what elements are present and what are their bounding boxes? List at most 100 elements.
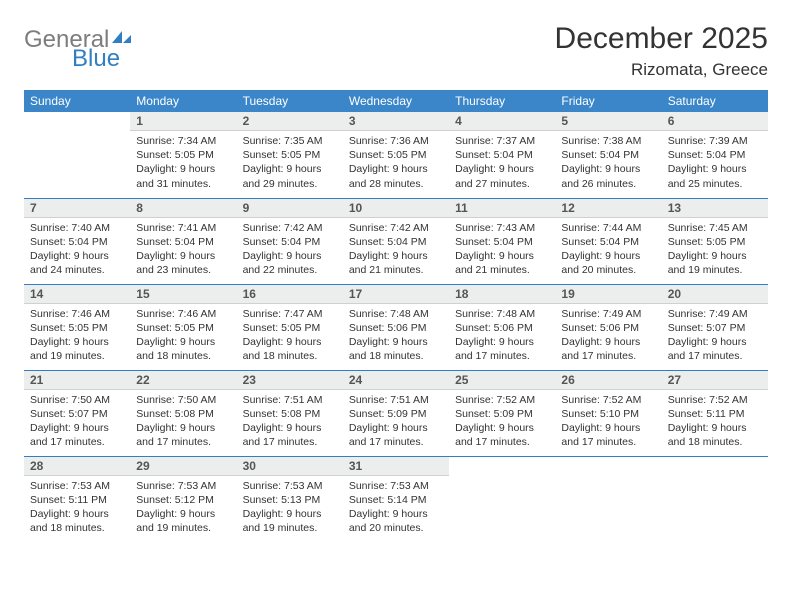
calendar-cell: 11Sunrise: 7:43 AMSunset: 5:04 PMDayligh…: [449, 198, 555, 284]
calendar-cell: 23Sunrise: 7:51 AMSunset: 5:08 PMDayligh…: [237, 370, 343, 456]
sunset-line: Sunset: 5:04 PM: [668, 148, 762, 162]
sunrise-line: Sunrise: 7:52 AM: [668, 393, 762, 407]
day-number: [555, 457, 661, 461]
weekday-row: SundayMondayTuesdayWednesdayThursdayFrid…: [24, 90, 768, 112]
daylight-line: Daylight: 9 hours and 17 minutes.: [349, 421, 443, 449]
day-details: Sunrise: 7:53 AMSunset: 5:11 PMDaylight:…: [24, 476, 130, 540]
calendar-cell: 17Sunrise: 7:48 AMSunset: 5:06 PMDayligh…: [343, 284, 449, 370]
calendar-cell: 7Sunrise: 7:40 AMSunset: 5:04 PMDaylight…: [24, 198, 130, 284]
sunset-line: Sunset: 5:05 PM: [136, 148, 230, 162]
day-number: 5: [555, 112, 661, 131]
calendar-cell: 28Sunrise: 7:53 AMSunset: 5:11 PMDayligh…: [24, 456, 130, 542]
sunset-line: Sunset: 5:08 PM: [136, 407, 230, 421]
day-number: 6: [662, 112, 768, 131]
day-number: 22: [130, 371, 236, 390]
daylight-line: Daylight: 9 hours and 20 minutes.: [561, 249, 655, 277]
daylight-line: Daylight: 9 hours and 25 minutes.: [668, 162, 762, 190]
sunrise-line: Sunrise: 7:50 AM: [30, 393, 124, 407]
calendar-week: 1Sunrise: 7:34 AMSunset: 5:05 PMDaylight…: [24, 112, 768, 198]
day-details: Sunrise: 7:35 AMSunset: 5:05 PMDaylight:…: [237, 131, 343, 195]
calendar-cell: 27Sunrise: 7:52 AMSunset: 5:11 PMDayligh…: [662, 370, 768, 456]
sunrise-line: Sunrise: 7:42 AM: [349, 221, 443, 235]
logo-part2: Blue: [72, 45, 120, 72]
sunset-line: Sunset: 5:08 PM: [243, 407, 337, 421]
day-number: 4: [449, 112, 555, 131]
day-number: 12: [555, 199, 661, 218]
sunrise-line: Sunrise: 7:48 AM: [455, 307, 549, 321]
weekday-header: Monday: [130, 90, 236, 112]
daylight-line: Daylight: 9 hours and 17 minutes.: [561, 335, 655, 363]
day-details: Sunrise: 7:50 AMSunset: 5:08 PMDaylight:…: [130, 390, 236, 454]
calendar-cell: 5Sunrise: 7:38 AMSunset: 5:04 PMDaylight…: [555, 112, 661, 198]
sunrise-line: Sunrise: 7:34 AM: [136, 134, 230, 148]
calendar-cell: 4Sunrise: 7:37 AMSunset: 5:04 PMDaylight…: [449, 112, 555, 198]
daylight-line: Daylight: 9 hours and 17 minutes.: [136, 421, 230, 449]
sunrise-line: Sunrise: 7:43 AM: [455, 221, 549, 235]
calendar-cell: 30Sunrise: 7:53 AMSunset: 5:13 PMDayligh…: [237, 456, 343, 542]
day-number: 28: [24, 457, 130, 476]
sunset-line: Sunset: 5:13 PM: [243, 493, 337, 507]
daylight-line: Daylight: 9 hours and 24 minutes.: [30, 249, 124, 277]
sunset-line: Sunset: 5:05 PM: [243, 148, 337, 162]
daylight-line: Daylight: 9 hours and 22 minutes.: [243, 249, 337, 277]
sunrise-line: Sunrise: 7:49 AM: [561, 307, 655, 321]
weekday-header: Friday: [555, 90, 661, 112]
day-details: Sunrise: 7:42 AMSunset: 5:04 PMDaylight:…: [237, 218, 343, 282]
sunrise-line: Sunrise: 7:51 AM: [243, 393, 337, 407]
day-number: 9: [237, 199, 343, 218]
day-details: Sunrise: 7:53 AMSunset: 5:14 PMDaylight:…: [343, 476, 449, 540]
logo: General Blue: [24, 22, 133, 76]
sunrise-line: Sunrise: 7:53 AM: [349, 479, 443, 493]
day-details: Sunrise: 7:42 AMSunset: 5:04 PMDaylight:…: [343, 218, 449, 282]
sunset-line: Sunset: 5:04 PM: [349, 235, 443, 249]
day-number: 7: [24, 199, 130, 218]
day-number: 31: [343, 457, 449, 476]
calendar-cell: 12Sunrise: 7:44 AMSunset: 5:04 PMDayligh…: [555, 198, 661, 284]
calendar-cell: 19Sunrise: 7:49 AMSunset: 5:06 PMDayligh…: [555, 284, 661, 370]
day-number: 27: [662, 371, 768, 390]
sunset-line: Sunset: 5:04 PM: [455, 235, 549, 249]
sunset-line: Sunset: 5:12 PM: [136, 493, 230, 507]
day-number: 10: [343, 199, 449, 218]
daylight-line: Daylight: 9 hours and 19 minutes.: [243, 507, 337, 535]
daylight-line: Daylight: 9 hours and 19 minutes.: [668, 249, 762, 277]
calendar-week: 28Sunrise: 7:53 AMSunset: 5:11 PMDayligh…: [24, 456, 768, 542]
calendar-week: 7Sunrise: 7:40 AMSunset: 5:04 PMDaylight…: [24, 198, 768, 284]
weekday-header: Wednesday: [343, 90, 449, 112]
day-details: Sunrise: 7:38 AMSunset: 5:04 PMDaylight:…: [555, 131, 661, 195]
weekday-header: Tuesday: [237, 90, 343, 112]
calendar-cell: [662, 456, 768, 542]
month-title: December 2025: [555, 22, 768, 56]
calendar-cell: [555, 456, 661, 542]
calendar-cell: 13Sunrise: 7:45 AMSunset: 5:05 PMDayligh…: [662, 198, 768, 284]
day-number: 8: [130, 199, 236, 218]
sunrise-line: Sunrise: 7:39 AM: [668, 134, 762, 148]
day-number: 26: [555, 371, 661, 390]
calendar-cell: [24, 112, 130, 198]
daylight-line: Daylight: 9 hours and 21 minutes.: [455, 249, 549, 277]
day-details: Sunrise: 7:46 AMSunset: 5:05 PMDaylight:…: [24, 304, 130, 368]
day-number: 19: [555, 285, 661, 304]
calendar-cell: 15Sunrise: 7:46 AMSunset: 5:05 PMDayligh…: [130, 284, 236, 370]
sunrise-line: Sunrise: 7:36 AM: [349, 134, 443, 148]
calendar-cell: 8Sunrise: 7:41 AMSunset: 5:04 PMDaylight…: [130, 198, 236, 284]
calendar-page: General Blue December 2025 Rizomata, Gre…: [0, 0, 792, 554]
day-details: Sunrise: 7:47 AMSunset: 5:05 PMDaylight:…: [237, 304, 343, 368]
daylight-line: Daylight: 9 hours and 18 minutes.: [349, 335, 443, 363]
day-number: [449, 457, 555, 461]
day-number: 2: [237, 112, 343, 131]
sunset-line: Sunset: 5:09 PM: [349, 407, 443, 421]
sunset-line: Sunset: 5:05 PM: [30, 321, 124, 335]
logo-text: General Blue: [24, 28, 133, 76]
day-details: Sunrise: 7:48 AMSunset: 5:06 PMDaylight:…: [343, 304, 449, 368]
location: Rizomata, Greece: [555, 60, 768, 80]
daylight-line: Daylight: 9 hours and 18 minutes.: [30, 507, 124, 535]
daylight-line: Daylight: 9 hours and 31 minutes.: [136, 162, 230, 190]
calendar-table: SundayMondayTuesdayWednesdayThursdayFrid…: [24, 90, 768, 542]
sunrise-line: Sunrise: 7:46 AM: [30, 307, 124, 321]
daylight-line: Daylight: 9 hours and 23 minutes.: [136, 249, 230, 277]
day-details: Sunrise: 7:46 AMSunset: 5:05 PMDaylight:…: [130, 304, 236, 368]
calendar-cell: 16Sunrise: 7:47 AMSunset: 5:05 PMDayligh…: [237, 284, 343, 370]
day-details: Sunrise: 7:53 AMSunset: 5:12 PMDaylight:…: [130, 476, 236, 540]
calendar-cell: 10Sunrise: 7:42 AMSunset: 5:04 PMDayligh…: [343, 198, 449, 284]
